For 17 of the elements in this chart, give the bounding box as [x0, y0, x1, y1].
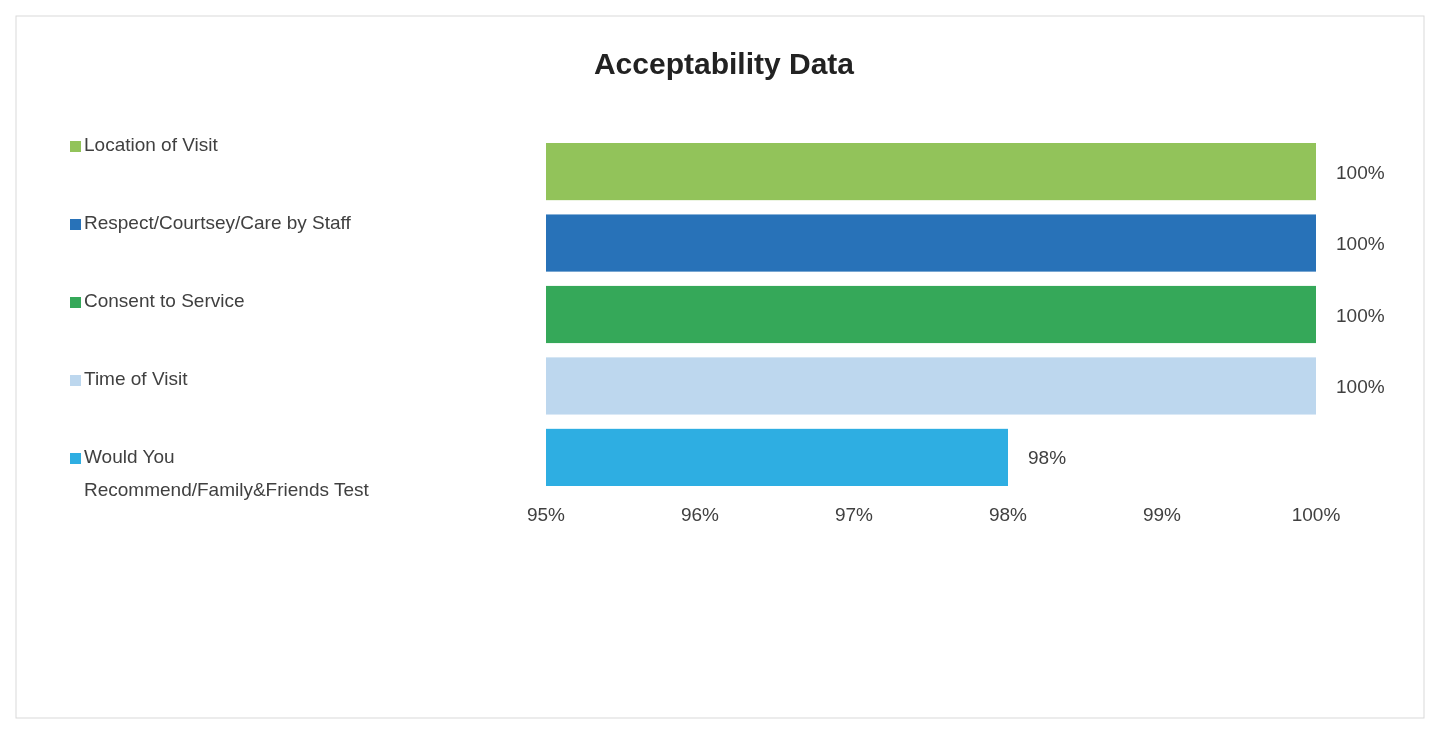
chart-title: Acceptability Data [593, 47, 855, 80]
x-tick-label: 98% [988, 504, 1028, 525]
legend-label: Time of Visit [84, 368, 189, 389]
data-label: 100% [1336, 375, 1385, 397]
legend-label: Consent to Service [84, 290, 245, 311]
x-tick-label: 96% [680, 504, 720, 525]
x-tick-label: 99% [1142, 504, 1182, 525]
legend-label: Respect/Courtsey/Care by Staff [84, 212, 352, 233]
data-label: 100% [1336, 233, 1385, 255]
data-label: 100% [1336, 304, 1385, 326]
x-tick-label: 95% [526, 504, 566, 525]
x-tick-label: 100% [1291, 504, 1341, 525]
legend-label: Would You Recommend/Family&Friends Test [84, 446, 370, 500]
data-label: 100% [1336, 161, 1385, 183]
x-tick-label: 97% [834, 504, 874, 525]
legend-label: Location of Visit [84, 134, 219, 155]
data-label: 98% [1028, 447, 1067, 469]
